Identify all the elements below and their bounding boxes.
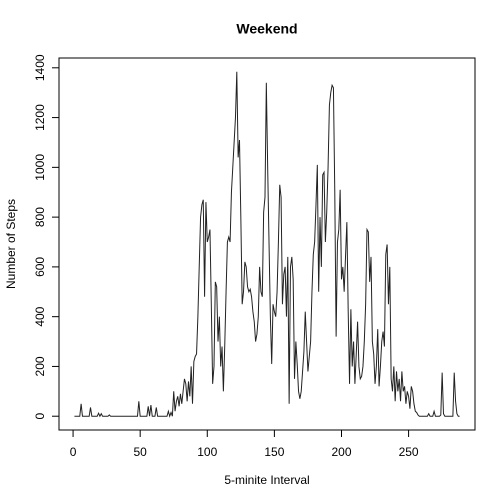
x-tick-label: 150 (264, 445, 284, 459)
x-axis-label: 5-minite Interval (224, 473, 309, 487)
x-tick-label: 200 (331, 445, 351, 459)
x-tick-label: 100 (197, 445, 217, 459)
data-line (74, 71, 460, 418)
x-tick-label: 250 (399, 445, 419, 459)
y-tick-label: 0 (33, 413, 47, 420)
y-tick-label: 800 (33, 207, 47, 227)
chart-title: Weekend (236, 21, 297, 37)
y-tick-label: 600 (33, 257, 47, 277)
y-tick-label: 1200 (33, 104, 47, 131)
y-tick-label: 1400 (33, 54, 47, 81)
y-axis-label: Number of Steps (4, 199, 18, 289)
x-tick-label: 0 (70, 445, 77, 459)
y-tick-label: 400 (33, 306, 47, 326)
y-tick-label: 1000 (33, 154, 47, 181)
x-tick-label: 50 (133, 445, 147, 459)
y-tick-label: 200 (33, 356, 47, 376)
